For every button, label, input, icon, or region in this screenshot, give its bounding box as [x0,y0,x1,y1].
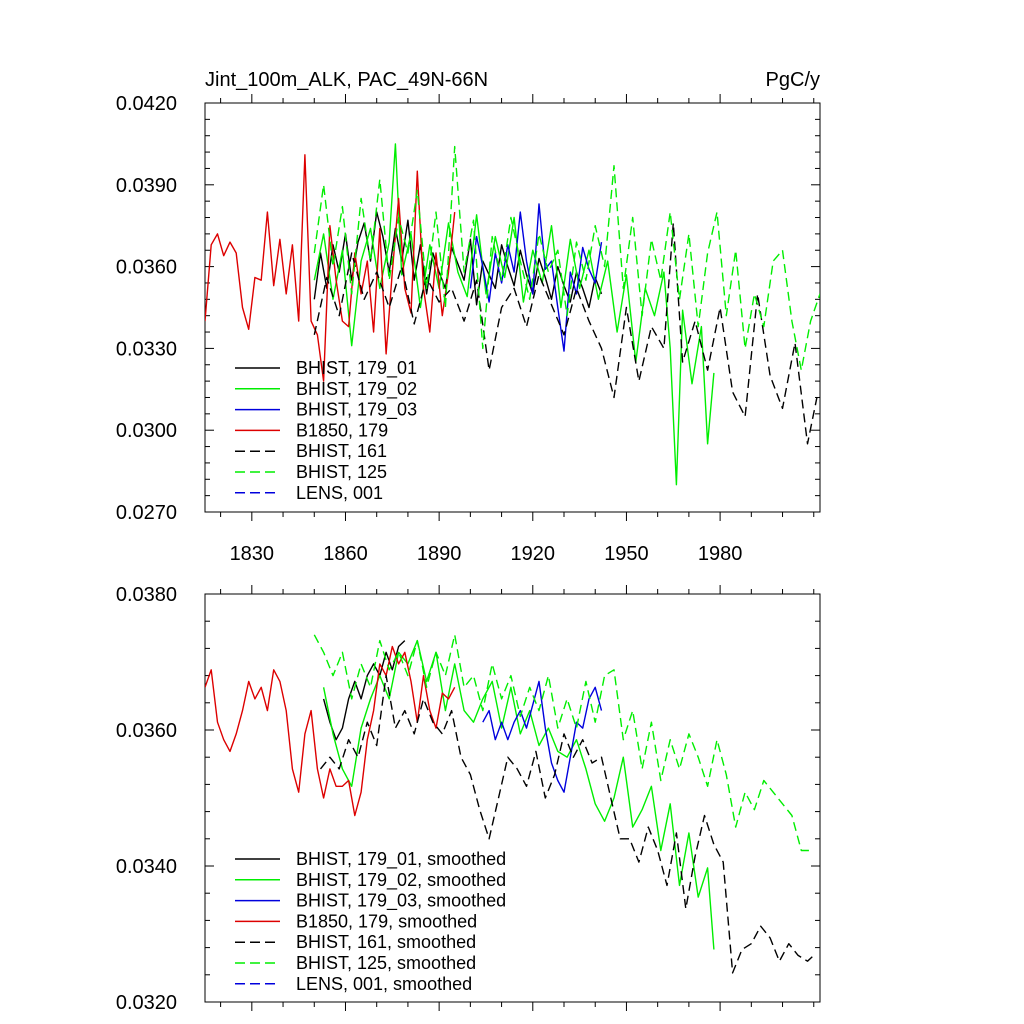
y-tick-label: 0.0270 [116,502,177,524]
units-label: PgC/y [766,69,820,91]
x-tick-label: 1980 [698,543,743,565]
top-panel: Jint_100m_ALK, PAC_49N-66N PgC/y 0.02700… [116,69,821,565]
y-tick-label: 0.0320 [116,992,177,1014]
x-tick-label: 1890 [417,543,462,565]
y-tick-label: 0.0360 [116,257,177,279]
legend-label: B1850, 179, smoothed [296,911,477,931]
series-group [205,634,815,974]
series-line [205,154,456,382]
chart-title: Jint_100m_ALK, PAC_49N-66N [205,69,488,91]
y-tick-label: 0.0390 [116,175,177,197]
x-tick-label: 1950 [604,543,649,565]
legend-label: BHIST, 161, smoothed [296,932,476,952]
legend-label: BHIST, 179_03, smoothed [296,891,506,912]
series-line [322,639,715,950]
series-line [313,145,820,371]
y-tick-label: 0.0420 [116,93,177,115]
legend-label: BHIST, 125, smoothed [296,953,476,973]
series-line [313,634,811,852]
legend-label: LENS, 001 [296,483,383,503]
legend-label: BHIST, 179_02, smoothed [296,870,506,891]
series-line [313,143,715,486]
plot-frame [204,593,821,1003]
x-tick-label: 1860 [323,543,368,565]
legend-label: B1850, 179 [296,420,388,440]
legend-label: BHIST, 179_02 [296,379,417,400]
y-tick-label: 0.0380 [116,584,177,606]
legend-label: BHIST, 161 [296,441,387,461]
series-line [313,222,818,445]
y-tick-label: 0.0340 [116,856,177,878]
series-line [482,680,603,793]
series-line [205,645,456,817]
series-group [205,143,820,486]
y-tick-label: 0.0300 [116,420,177,442]
plot-frame [204,102,821,513]
legend-label: BHIST, 179_03 [296,400,417,421]
legend-label: BHIST, 179_01, smoothed [296,849,506,870]
x-tick-label: 1830 [230,543,275,565]
y-tick-label: 0.0330 [116,338,177,360]
series-line [322,640,406,741]
legend-label: LENS, 001, smoothed [296,974,472,994]
legend-label: BHIST, 125 [296,462,387,482]
series-line [319,674,815,974]
plot-area-top: 0.0270 0.0300 0.0330 0.0360 0.0390 0.0420 1830… [116,93,821,565]
plot-area-bottom: 0.0320 0.0340 0.0360 0.0380 [116,584,821,1014]
legend-label: BHIST, 179_01 [296,358,417,379]
x-tick-label: 1920 [511,543,556,565]
series-line [469,203,603,352]
bottom-panel: 0.0320 0.0340 0.0360 0.0380 BHIST, 179_01, … [116,584,821,1014]
y-tick-label: 0.0360 [116,720,177,742]
series-line [313,211,603,309]
